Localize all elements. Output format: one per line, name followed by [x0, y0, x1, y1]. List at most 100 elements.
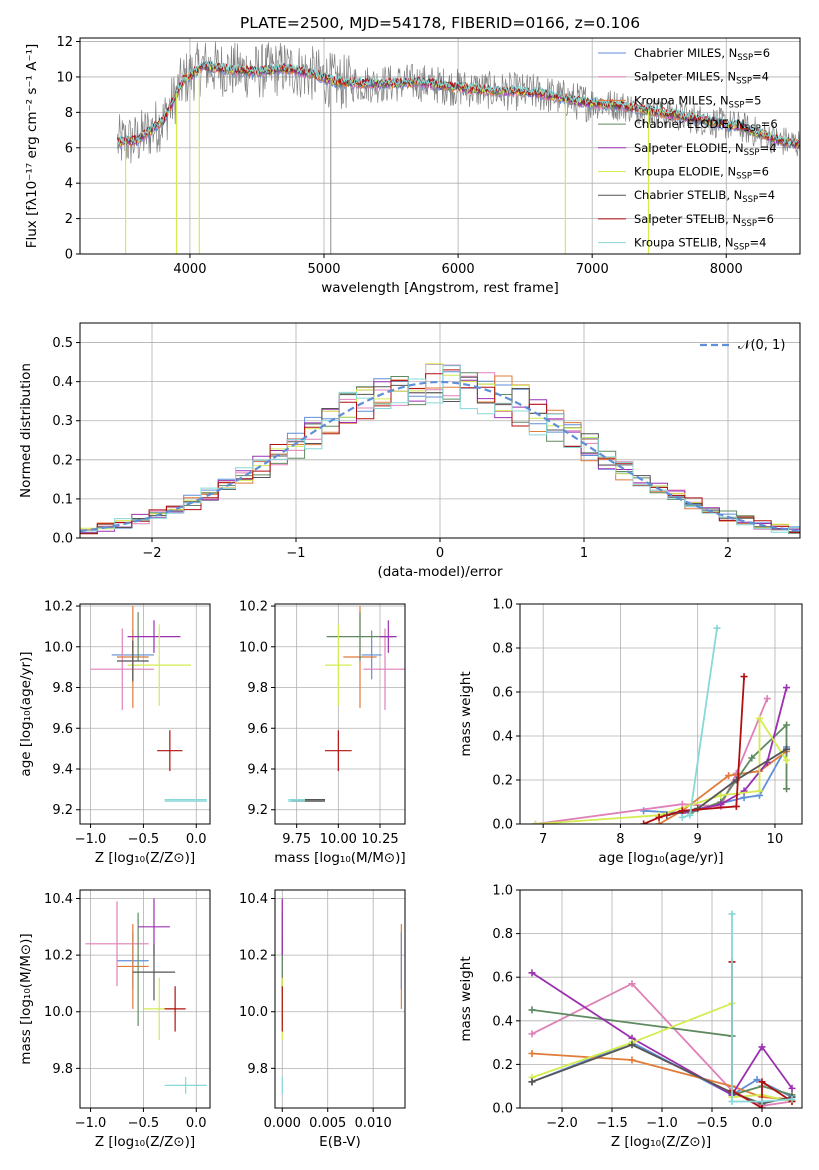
errorbar-point — [85, 901, 149, 987]
spectrum-panel: 4000 5000 6000 7000 8000 0 2 4 6 8 10 12 wavelength … — [24, 35, 801, 296]
errorbar-point — [363, 628, 405, 710]
errorbar-point — [164, 1076, 207, 1094]
spectrum-plot-area — [117, 41, 800, 254]
y-tick-label: 9.6 — [247, 722, 268, 737]
weight-point-marker — [528, 1030, 536, 1038]
x-axis-label: E(B-V) — [319, 1134, 361, 1150]
weight-series-line — [731, 914, 793, 1103]
y-tick-label: 0.0 — [492, 818, 513, 833]
y-tick-label: 10.4 — [44, 892, 73, 907]
weight-point-marker — [783, 756, 791, 764]
legend-entry: 𝒩(0, 1) — [738, 338, 785, 353]
weight-point-marker — [783, 721, 791, 729]
x-tick-label: 1 — [580, 546, 588, 561]
mass-vs-Z-plot-area — [85, 898, 207, 1094]
errorbar-point — [288, 798, 305, 802]
weight-point-marker — [628, 980, 636, 988]
weight-point-marker — [788, 1095, 796, 1103]
y-axis-label: age [log₁₀(age/yr)] — [18, 651, 34, 776]
errorbar-point — [116, 640, 149, 682]
weight-vs-Z-frame — [519, 889, 803, 1109]
weight-point-marker — [732, 802, 740, 810]
weight-point-marker — [758, 1097, 766, 1105]
x-tick-label: 0.005 — [309, 1116, 346, 1131]
weight-point-marker — [788, 1084, 796, 1092]
x-tick-label: 0.0 — [186, 832, 207, 847]
y-tick-label: 10.2 — [44, 949, 73, 964]
y-tick-label: 0.4 — [492, 1014, 513, 1029]
y-axis-label: mass [log₁₀(M/M⊙)] — [18, 933, 34, 1064]
y-tick-label: 9.2 — [52, 803, 73, 818]
y-tick-label: 0.5 — [52, 336, 73, 351]
y-tick-label: 9.4 — [247, 763, 268, 778]
mass-vs-ebv-grid — [275, 890, 405, 1108]
x-axis-label: age [log₁₀(age/yr)] — [598, 850, 723, 866]
model-spectrum — [117, 60, 800, 146]
weight-point-marker — [686, 811, 694, 819]
age-vs-mass-frame — [274, 603, 406, 825]
y-tick-label: 10.0 — [44, 640, 73, 655]
y-tick-label: 4 — [65, 177, 73, 192]
weight-point-marker — [628, 1056, 636, 1064]
weight-point-marker — [783, 684, 791, 692]
y-tick-label: 9.8 — [52, 1062, 73, 1077]
weight-point-marker — [655, 813, 663, 821]
x-tick-label: 0 — [436, 546, 444, 561]
weight-point-marker — [728, 1097, 736, 1105]
legend-entry: Chabrier MILES, NSSP=6 — [634, 46, 770, 63]
errorbar-point — [132, 943, 176, 1001]
residuals-plot-area — [80, 363, 800, 535]
y-tick-label: 9.4 — [52, 763, 73, 778]
y-axis-label: Flux [fλ10⁻¹⁷ erg cm⁻² s⁻¹ A⁻¹] — [24, 44, 40, 249]
x-tick-label: −1.0 — [75, 832, 107, 847]
x-axis-label: (data-model)/error — [377, 564, 503, 580]
x-tick-label: −1.0 — [75, 1116, 107, 1131]
legend-entry: Kroupa MILES, NSSP=5 — [634, 93, 761, 110]
y-tick-label: 0.3 — [52, 414, 73, 429]
y-tick-label: 10.2 — [44, 600, 73, 615]
x-axis-label: Z [log₁₀(Z/Z⊙)] — [611, 1134, 711, 1150]
weight-point-marker — [748, 754, 756, 762]
y-tick-label: 0.4 — [492, 730, 513, 745]
weight-point-marker — [528, 1006, 536, 1014]
weight-point-marker — [640, 820, 648, 824]
age-vs-Z-plot-area — [90, 606, 207, 802]
x-axis-label: wavelength [Angstrom, rest frame] — [321, 280, 559, 296]
weight-point-marker — [655, 820, 663, 824]
errorbar-point — [325, 624, 352, 706]
mass-vs-ebv-plot-area — [281, 898, 402, 1094]
age-vs-mass-grid — [275, 604, 405, 824]
y-tick-label: 10.0 — [239, 640, 268, 655]
weight-vs-Z-plot-area — [528, 910, 796, 1108]
weight-point-marker — [728, 910, 736, 918]
weight-point-marker — [678, 813, 686, 821]
weight-point-marker — [628, 1041, 636, 1049]
age-vs-mass-plot-area — [288, 606, 405, 802]
model-spectrum — [117, 62, 800, 147]
x-tick-label: 8000 — [710, 262, 743, 277]
age-vs-mass-panel: 9.75 10.00 10.25 9.2 9.4 9.6 9.8 10.0 10.2 mass [… — [239, 600, 406, 866]
weight-point-marker — [758, 1043, 766, 1051]
y-axis-label: mass weight — [458, 956, 474, 1041]
observed-spectrum — [117, 41, 800, 164]
errorbar-point — [127, 624, 191, 706]
x-tick-label: −1 — [286, 546, 305, 561]
weight-point-marker — [783, 745, 791, 753]
x-tick-label: 7 — [539, 832, 547, 847]
y-tick-label: 0.2 — [492, 1058, 513, 1073]
x-tick-label: 0.000 — [264, 1116, 301, 1131]
y-tick-label: 0.6 — [492, 686, 513, 701]
y-tick-label: 9.8 — [247, 1062, 268, 1077]
x-tick-label: −2 — [142, 546, 161, 561]
weight-point-marker — [763, 695, 771, 703]
weight-point-marker — [753, 1076, 761, 1084]
x-tick-label: 9.75 — [282, 832, 311, 847]
x-axis-label: Z [log₁₀(Z/Z⊙)] — [95, 1134, 195, 1150]
x-tick-label: −2.0 — [546, 1116, 578, 1131]
y-tick-label: 0.8 — [492, 927, 513, 942]
y-tick-label: 0.0 — [52, 532, 73, 547]
spectrum-legend: Chabrier MILES, NSSP=6 Salpeter MILES, NS… — [598, 46, 778, 253]
x-tick-label: 0.0 — [752, 1116, 773, 1131]
x-tick-label: −1.5 — [596, 1116, 628, 1131]
